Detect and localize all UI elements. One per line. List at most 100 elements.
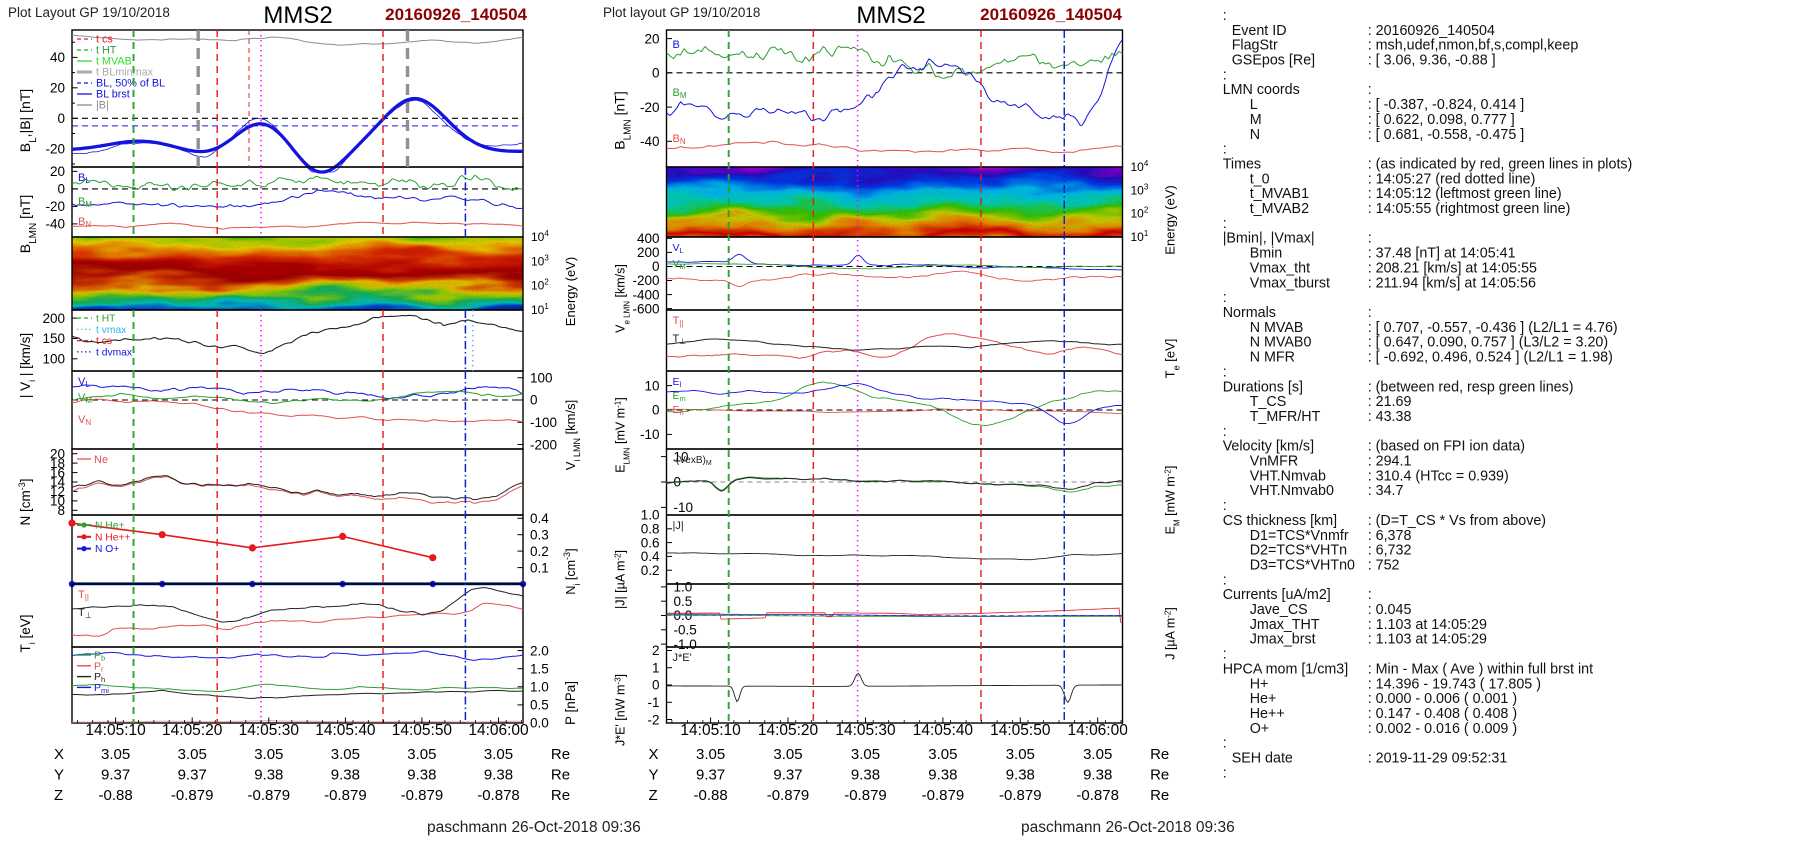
- svg-text::: :: [1223, 647, 1227, 663]
- svg-text:: 0.000 - 0.006 ( 0.001: : 0.000 - 0.006 ( 0.001 ): [1368, 691, 1517, 707]
- svg-text:-200: -200: [530, 437, 557, 452]
- svg-text:1.0: 1.0: [641, 508, 660, 523]
- svg-text:N: N: [1250, 127, 1260, 143]
- svg-text:14:05:10: 14:05:10: [680, 722, 741, 739]
- svg-text:|Bmin|, |Vmax|: |Bmin|, |Vmax|: [1223, 231, 1315, 247]
- svg-text:O+: O+: [1250, 721, 1269, 737]
- svg-text:: (D=T_CS * Vs from above): : (D=T_CS * Vs from above): [1368, 513, 1546, 529]
- svg-text:8: 8: [57, 503, 65, 518]
- svg-text:: [ 3.06, 9.36, -0.88 ]: : [ 3.06, 9.36, -0.88 ]: [1368, 53, 1496, 69]
- svg-text:T_MFR/HT: T_MFR/HT: [1250, 409, 1321, 425]
- svg-text:1.5: 1.5: [530, 661, 549, 676]
- svg-text:Re: Re: [1150, 787, 1169, 804]
- svg-text:He++: He++: [1250, 706, 1285, 722]
- svg-text:: 310.4 (HTcc = 0.939): : 310.4 (HTcc = 0.939): [1368, 468, 1509, 484]
- svg-text:MMS2: MMS2: [263, 2, 332, 29]
- svg-text:-400: -400: [632, 287, 659, 302]
- svg-text:Velocity [km/s]: Velocity [km/s]: [1223, 439, 1314, 455]
- svg-text:14:05:30: 14:05:30: [835, 722, 896, 739]
- svg-text:-100: -100: [530, 415, 557, 430]
- svg-text::: :: [1368, 82, 1372, 98]
- svg-text:9.38: 9.38: [1083, 767, 1112, 784]
- svg-text:CS thickness [km]: CS thickness [km]: [1223, 513, 1337, 529]
- svg-text:-10: -10: [640, 427, 660, 442]
- svg-text:-1.0: -1.0: [674, 637, 697, 652]
- svg-text:100: 100: [42, 352, 65, 367]
- svg-text:0: 0: [57, 111, 65, 126]
- svg-text:t_MVAB1: t_MVAB1: [1250, 186, 1309, 202]
- svg-text:D1=TCS*Vnmfr: D1=TCS*Vnmfr: [1250, 528, 1349, 544]
- svg-text:2.0: 2.0: [530, 643, 549, 658]
- svg-text:: [ 0.622, 0.098, 0.777 ]: : [ 0.622, 0.098, 0.777 ]: [1368, 112, 1515, 128]
- svg-text:-0.879: -0.879: [248, 787, 291, 804]
- svg-text:Re: Re: [551, 767, 570, 784]
- svg-text:N He+: N He+: [95, 521, 124, 532]
- svg-text:D2=TCS*VHTn: D2=TCS*VHTn: [1250, 543, 1347, 559]
- svg-text:0: 0: [57, 182, 65, 197]
- svg-text:3.05: 3.05: [331, 746, 360, 763]
- svg-text:-1: -1: [647, 695, 659, 710]
- svg-text:-0.88: -0.88: [693, 787, 727, 804]
- svg-text::: :: [1223, 498, 1227, 514]
- svg-text:-0.878: -0.878: [1076, 787, 1119, 804]
- svg-text:: 0.002 - 0.016 ( 0.009: : 0.002 - 0.016 ( 0.009 ): [1368, 721, 1517, 737]
- svg-text::: :: [1223, 572, 1227, 588]
- svg-text::: :: [1223, 216, 1227, 232]
- svg-text:Plot Layout GP 19/10/2018: Plot Layout GP 19/10/2018: [8, 5, 170, 20]
- svg-text:0.6: 0.6: [641, 535, 660, 550]
- svg-text:0: 0: [652, 66, 660, 81]
- svg-text:-0.88: -0.88: [98, 787, 132, 804]
- svg-text:14:05:30: 14:05:30: [239, 722, 300, 739]
- svg-text:: 752: : 752: [1368, 558, 1400, 574]
- svg-text:Re: Re: [551, 746, 570, 763]
- svg-text:3.05: 3.05: [407, 746, 436, 763]
- svg-text:Energy (eV): Energy (eV): [563, 257, 578, 326]
- svg-text:3.05: 3.05: [1083, 746, 1112, 763]
- svg-text:Ne: Ne: [94, 454, 108, 466]
- svg-text:t cs: t cs: [96, 336, 112, 347]
- svg-text:9.37: 9.37: [101, 767, 130, 784]
- svg-text:Bmin: Bmin: [1250, 246, 1283, 262]
- svg-text:: 294.1: : 294.1: [1368, 454, 1412, 470]
- svg-text:: [ -0.692, 0.496, 0.524 ]: : [ -0.692, 0.496, 0.524 ] (L2/L1 = 1.98…: [1368, 350, 1613, 366]
- svg-text:t dvmax: t dvmax: [96, 348, 133, 359]
- svg-text:400: 400: [637, 231, 660, 246]
- svg-text:t vmax: t vmax: [96, 325, 127, 336]
- svg-text:T_CS: T_CS: [1250, 394, 1287, 410]
- svg-text:3.05: 3.05: [1006, 746, 1035, 763]
- svg-text:: 6,378: : 6,378: [1368, 528, 1412, 544]
- svg-text:Jmax_brst: Jmax_brst: [1250, 632, 1316, 648]
- svg-text:Re: Re: [551, 787, 570, 804]
- svg-text:N MFR: N MFR: [1250, 350, 1295, 366]
- svg-text:3.05: 3.05: [484, 746, 513, 763]
- svg-text:3.05: 3.05: [851, 746, 880, 763]
- svg-text:-40: -40: [45, 217, 65, 232]
- svg-text:Y: Y: [54, 767, 64, 784]
- svg-text:: 2019-11-29 09:52:31: : 2019-11-29 09:52:31: [1368, 751, 1508, 767]
- svg-text:9.38: 9.38: [254, 767, 283, 784]
- svg-text:1: 1: [652, 661, 660, 676]
- svg-text:0.5: 0.5: [530, 698, 549, 713]
- svg-text::: :: [1223, 765, 1227, 781]
- svg-text:-20: -20: [45, 142, 65, 157]
- svg-text:t_0: t_0: [1250, 171, 1270, 187]
- svg-text:: 208.21 [km/s] at 14:05:55: : 208.21 [km/s] at 14:05:55: [1368, 260, 1537, 276]
- svg-text:-0.879: -0.879: [324, 787, 367, 804]
- svg-text:B: B: [673, 39, 680, 51]
- svg-text:paschmann 26-Oct-2018 09:36: paschmann 26-Oct-2018 09:36: [427, 819, 641, 836]
- svg-text:Event ID: Event ID: [1232, 23, 1287, 39]
- svg-text:GSEpos [Re]: GSEpos [Re]: [1232, 53, 1315, 69]
- svg-text:Normals: Normals: [1223, 305, 1276, 321]
- svg-text:: 14:05:12 (leftmost green li: : 14:05:12 (leftmost green line): [1368, 186, 1562, 202]
- svg-text:: (as indicated by red, green: : (as indicated by red, green lines in p…: [1368, 157, 1633, 173]
- svg-text:-20: -20: [640, 100, 660, 115]
- svg-text:D3=TCS*VHTn0: D3=TCS*VHTn0: [1250, 558, 1355, 574]
- svg-text:14:05:10: 14:05:10: [85, 722, 146, 739]
- svg-text:-600: -600: [632, 301, 659, 316]
- svg-text:20160926_140504: 20160926_140504: [980, 5, 1122, 24]
- svg-text:: [ 0.681, -0.558, -0.475 ]: : [ 0.681, -0.558, -0.475 ]: [1368, 127, 1525, 143]
- svg-text:0.1: 0.1: [530, 560, 549, 575]
- svg-text:9.38: 9.38: [1006, 767, 1035, 784]
- svg-text:0.4: 0.4: [641, 549, 660, 564]
- svg-text:: 14:05:27 (red dotted line): : 14:05:27 (red dotted line): [1368, 171, 1536, 187]
